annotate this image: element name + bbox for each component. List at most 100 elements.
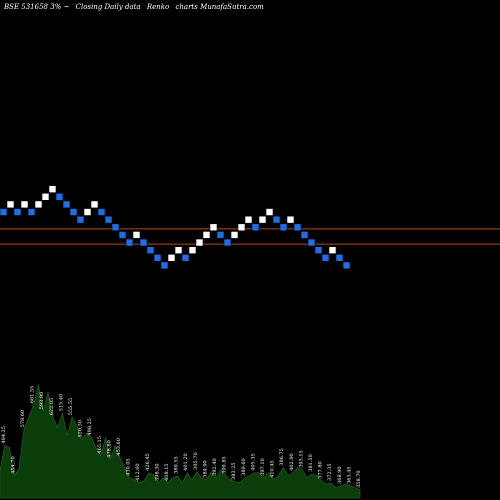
volume-label: 377.80 xyxy=(318,461,324,479)
volume-label: 555.55 xyxy=(68,398,74,416)
renko-brick-down xyxy=(104,215,113,224)
renko-bricks xyxy=(0,185,351,270)
renko-brick-up xyxy=(41,192,50,201)
volume-label: 593.90 xyxy=(39,392,45,410)
volume-label: 454.70 xyxy=(10,456,16,474)
renko-brick-down xyxy=(300,231,309,239)
renko-brick-down xyxy=(13,208,22,216)
renko-brick-down xyxy=(251,223,260,232)
volume-label: 384.90 xyxy=(202,460,208,478)
volume-label: 398.30 xyxy=(154,463,160,481)
volume-label: 601.55 xyxy=(30,386,36,404)
volume-label: 622.05 xyxy=(49,398,55,416)
renko-brick-up xyxy=(244,215,253,224)
renko-brick-down xyxy=(293,223,302,232)
renko-brick-up xyxy=(90,200,99,209)
renko-brick-up xyxy=(195,238,204,247)
renko-brick-up xyxy=(286,215,295,224)
volume-label: 405.35 xyxy=(250,453,256,471)
renko-brick-up xyxy=(258,215,267,224)
renko-brick-up xyxy=(34,200,43,209)
volume-label: 426.45 xyxy=(145,453,151,471)
volume-label: 363.45 xyxy=(346,466,352,484)
renko-brick-down xyxy=(118,231,127,239)
volume-label: 395.70 xyxy=(193,452,199,470)
volume-label: 410.45 xyxy=(270,460,276,478)
volume-label: 478.80 xyxy=(106,440,112,458)
volume-series xyxy=(0,384,361,499)
renko-brick-up xyxy=(6,200,15,209)
renko-brick-down xyxy=(125,238,134,247)
renko-brick-down xyxy=(216,231,225,239)
renko-brick-up xyxy=(20,200,29,209)
renko-brick-down xyxy=(335,253,344,262)
volume-label: 402.90 xyxy=(289,453,295,471)
volume-label: 393.15 xyxy=(298,450,304,468)
volume-label: 358.70 xyxy=(356,470,362,488)
volume-label: 465.15 xyxy=(97,436,103,454)
renko-brick-down xyxy=(272,215,281,224)
volume-label: 494.25 xyxy=(1,426,7,444)
renko-brick-down xyxy=(146,246,155,254)
renko-brick-up xyxy=(209,223,218,232)
renko-brick-up xyxy=(237,223,246,232)
volume-label: 412.60 xyxy=(135,463,141,481)
renko-brick-up xyxy=(174,246,183,254)
volume-label: 430.05 xyxy=(126,458,132,476)
volume-label: 381.50 xyxy=(308,454,314,472)
volume-label: 368.90 xyxy=(337,466,343,484)
volume-label: 389.60 xyxy=(241,458,247,476)
renko-brick-down xyxy=(181,253,190,262)
renko-brick-up xyxy=(48,185,57,193)
renko-brick-down xyxy=(321,253,330,262)
volume-label: 389.55 xyxy=(174,456,180,474)
reference-lines xyxy=(0,228,500,245)
volume-label: 453.60 xyxy=(116,438,122,456)
volume-label: 408.15 xyxy=(164,463,170,481)
renko-brick-up xyxy=(83,208,92,216)
renko-brick-down xyxy=(160,261,169,270)
chart-kind: Renko xyxy=(146,3,169,11)
renko-brick-down xyxy=(69,208,78,216)
title-separator: ~ xyxy=(64,3,70,11)
renko-brick-down xyxy=(55,192,64,201)
volume-label: 383.25 xyxy=(231,462,237,480)
chart-header: BSE 531658 3% ~ Closing Daily data Renko… xyxy=(3,3,264,11)
renko-brick-down xyxy=(139,238,148,247)
renko-brick-down xyxy=(223,238,232,247)
renko-brick-down xyxy=(279,223,288,232)
volume-label: 386.75 xyxy=(279,448,285,466)
volume-label: 399.85 xyxy=(222,456,228,474)
renko-brick-up xyxy=(132,231,141,239)
renko-brick-down xyxy=(342,261,351,270)
renko-brick-down xyxy=(76,215,85,224)
renko-brick-up xyxy=(265,208,274,216)
chart-subtitle: Closing Daily data xyxy=(76,3,141,11)
chart-title: BSE 531658 3% xyxy=(3,3,62,11)
renko-brick-down xyxy=(111,223,120,232)
renko-brick-up xyxy=(328,246,337,254)
renko-brick-up xyxy=(188,246,197,254)
volume-label: 397.10 xyxy=(260,458,266,476)
renko-brick-down xyxy=(314,246,323,254)
renko-brick-up xyxy=(230,231,239,239)
volume-label: 515.40 xyxy=(58,394,64,412)
renko-brick-up xyxy=(167,253,176,262)
renko-brick-down xyxy=(0,208,8,216)
renko-brick-down xyxy=(27,208,36,216)
renko-brick-down xyxy=(307,238,316,247)
volume-label: 401.20 xyxy=(183,453,189,471)
renko-brick-down xyxy=(62,200,71,209)
site-credit: charts MunafaSutra.com xyxy=(175,3,264,11)
volume-area: 494.25 454.70 578.60 601.55 593.90 622.05 515.… xyxy=(0,384,362,499)
volume-label: 392.40 xyxy=(212,458,218,476)
renko-brick-down xyxy=(153,253,162,262)
volume-label: 372.35 xyxy=(327,463,333,481)
volume-label: 520.30 xyxy=(78,420,84,438)
renko-brick-up xyxy=(202,231,211,239)
renko-brick-down xyxy=(97,208,106,216)
volume-label: 578.60 xyxy=(20,410,26,428)
volume-label: 498.25 xyxy=(87,418,93,436)
